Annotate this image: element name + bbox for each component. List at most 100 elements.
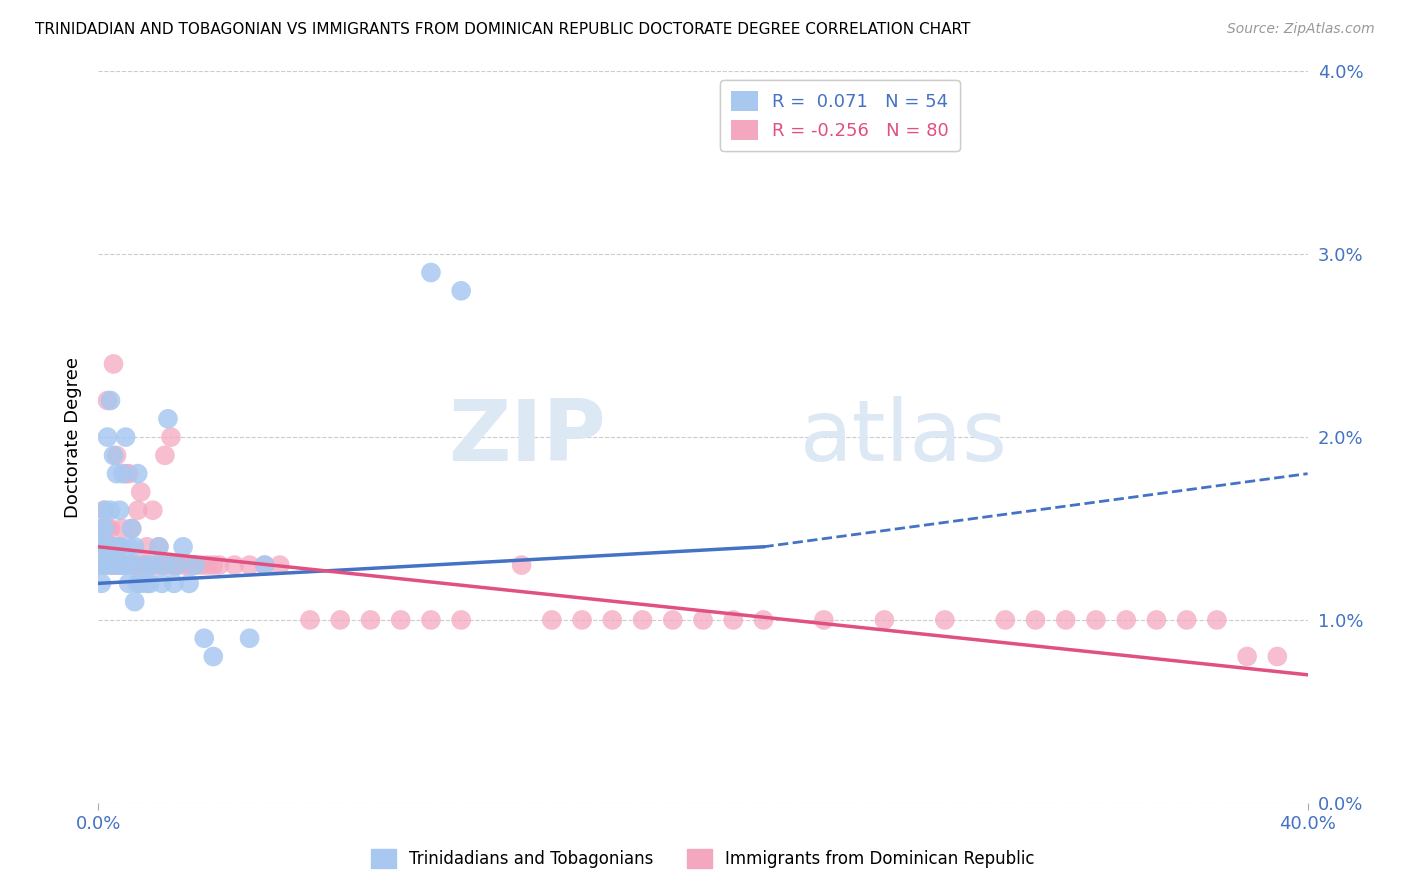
Text: atlas: atlas: [800, 395, 1008, 479]
Point: [153, 558, 176, 573]
Point: [661, 613, 683, 627]
Point: [602, 613, 624, 627]
Point: [96, 393, 118, 408]
Point: [100, 540, 122, 554]
Point: [239, 632, 262, 646]
Point: [239, 558, 262, 573]
Point: [193, 632, 215, 646]
Point: [253, 558, 276, 573]
Point: [1115, 613, 1137, 627]
Point: [105, 540, 128, 554]
Point: [723, 613, 745, 627]
Point: [540, 613, 562, 627]
Point: [253, 558, 276, 573]
Point: [420, 266, 443, 280]
Point: [145, 558, 167, 573]
Point: [873, 613, 896, 627]
Point: [269, 558, 291, 573]
Point: [202, 558, 225, 573]
Point: [96, 521, 118, 535]
Point: [166, 558, 188, 573]
Point: [139, 558, 162, 573]
Point: [166, 558, 188, 573]
Point: [114, 430, 136, 444]
Point: [813, 613, 835, 627]
Point: [135, 576, 157, 591]
Legend: Trinidadians and Tobagonians, Immigrants from Dominican Republic: Trinidadians and Tobagonians, Immigrants…: [364, 843, 1042, 875]
Point: [631, 613, 654, 627]
Point: [96, 430, 118, 444]
Point: [127, 467, 149, 481]
Point: [111, 467, 134, 481]
Point: [1085, 613, 1108, 627]
Point: [571, 613, 593, 627]
Point: [1144, 613, 1167, 627]
Point: [105, 467, 128, 481]
Point: [103, 540, 125, 554]
Point: [108, 540, 131, 554]
Point: [93, 503, 115, 517]
Point: [103, 357, 125, 371]
Point: [129, 576, 152, 591]
Point: [1024, 613, 1046, 627]
Point: [105, 449, 128, 463]
Point: [132, 558, 155, 573]
Point: [93, 558, 115, 573]
Point: [118, 467, 141, 481]
Point: [752, 613, 775, 627]
Text: TRINIDADIAN AND TOBAGONIAN VS IMMIGRANTS FROM DOMINICAN REPUBLIC DOCTORATE DEGRE: TRINIDADIAN AND TOBAGONIAN VS IMMIGRANTS…: [35, 22, 970, 37]
Point: [108, 558, 131, 573]
Point: [135, 540, 157, 554]
Point: [103, 540, 125, 554]
Text: Source: ZipAtlas.com: Source: ZipAtlas.com: [1227, 22, 1375, 37]
Point: [108, 540, 131, 554]
Point: [1175, 613, 1198, 627]
Point: [118, 558, 141, 573]
Point: [121, 558, 143, 573]
Point: [93, 521, 115, 535]
Point: [142, 558, 165, 573]
Point: [114, 467, 136, 481]
Point: [450, 613, 472, 627]
Point: [111, 558, 134, 573]
Point: [148, 540, 170, 554]
Point: [90, 576, 112, 591]
Point: [184, 558, 207, 573]
Point: [510, 558, 533, 573]
Point: [108, 558, 131, 573]
Point: [108, 503, 131, 517]
Point: [93, 540, 115, 554]
Point: [100, 503, 122, 517]
Point: [184, 558, 207, 573]
Point: [202, 649, 225, 664]
Point: [103, 449, 125, 463]
Point: [90, 521, 112, 535]
Point: [208, 558, 231, 573]
Point: [105, 558, 128, 573]
Point: [93, 503, 115, 517]
Y-axis label: Doctorate Degree: Doctorate Degree: [65, 357, 83, 517]
Point: [111, 521, 134, 535]
Point: [121, 521, 143, 535]
Point: [132, 558, 155, 573]
Point: [299, 613, 322, 627]
Point: [1236, 649, 1258, 664]
Point: [96, 540, 118, 554]
Point: [179, 576, 201, 591]
Point: [153, 449, 176, 463]
Point: [100, 393, 122, 408]
Point: [127, 576, 149, 591]
Point: [150, 558, 173, 573]
Point: [96, 558, 118, 573]
Point: [420, 613, 443, 627]
Point: [118, 540, 141, 554]
Point: [124, 558, 146, 573]
Point: [224, 558, 246, 573]
Point: [127, 503, 149, 517]
Point: [124, 595, 146, 609]
Point: [934, 613, 956, 627]
Point: [90, 558, 112, 573]
Point: [994, 613, 1017, 627]
Point: [179, 558, 201, 573]
Point: [172, 540, 194, 554]
